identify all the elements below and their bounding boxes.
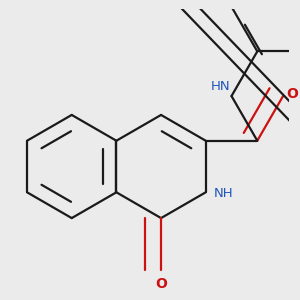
Text: NH: NH <box>214 188 233 200</box>
Text: HN: HN <box>210 80 230 93</box>
Text: O: O <box>155 277 167 290</box>
Text: O: O <box>286 88 298 101</box>
